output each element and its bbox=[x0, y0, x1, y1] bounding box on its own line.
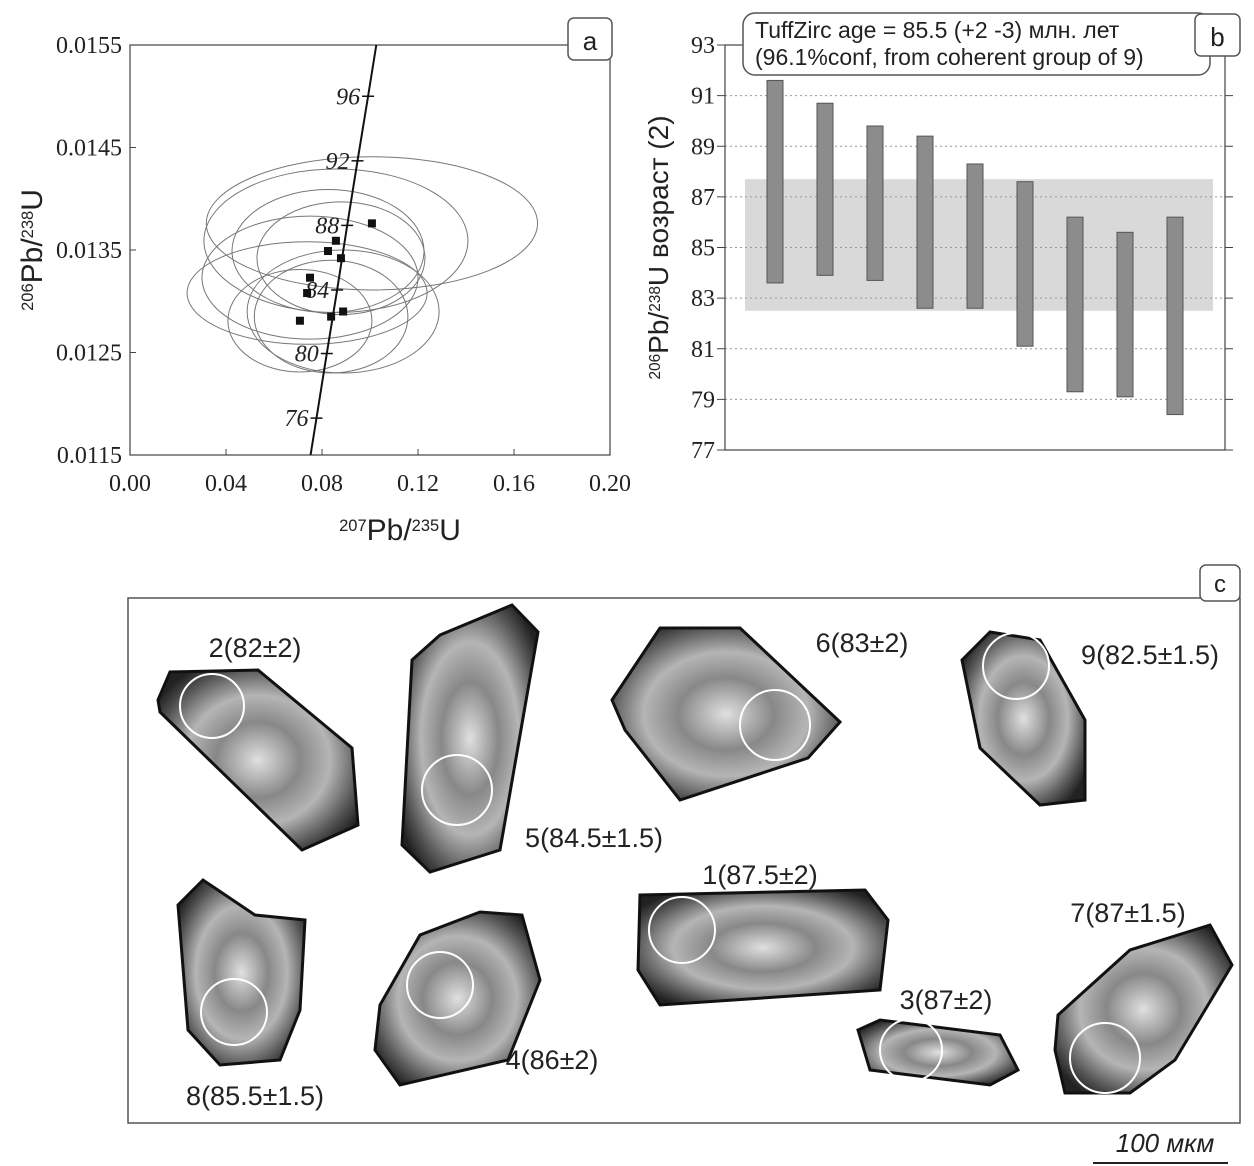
label-part: U возраст (2) bbox=[643, 115, 674, 286]
grain-label: 2(82±2) bbox=[209, 633, 302, 663]
data-point bbox=[337, 254, 345, 262]
y-tick-label: 0.0145 bbox=[56, 136, 122, 162]
label-superscript: 235 bbox=[412, 517, 440, 535]
grain-label: 3(87±2) bbox=[900, 985, 993, 1015]
range-bar bbox=[1167, 217, 1183, 414]
page: {"chart_data": [ {"type": "concordia", "… bbox=[0, 0, 1254, 1166]
grain bbox=[962, 632, 1085, 805]
panel-c: c 2(82±2) 5(84.5±1.5) 6(83±2) 9(82.5±1.5… bbox=[128, 565, 1240, 1163]
data-point bbox=[327, 313, 335, 321]
grain bbox=[858, 1020, 1018, 1085]
x-tick-label: 0.04 bbox=[205, 471, 247, 497]
x-tick-label: 0.12 bbox=[397, 471, 439, 497]
grain-label: 5(84.5±1.5) bbox=[525, 823, 663, 853]
y-tick-label: 93 bbox=[691, 33, 715, 59]
grain-label: 9(82.5±1.5) bbox=[1081, 640, 1219, 670]
x-tick-label: 0.16 bbox=[493, 471, 535, 497]
y-tick-label: 81 bbox=[691, 337, 715, 363]
concordia-extension bbox=[311, 418, 317, 455]
x-tick-label: 0.08 bbox=[301, 471, 343, 497]
age-label: 76 bbox=[284, 406, 308, 432]
label-part: Pb/ bbox=[367, 514, 413, 547]
label-part: U bbox=[16, 189, 49, 211]
age-label: 80 bbox=[295, 342, 319, 368]
axis-label: 206Pb/238U bbox=[16, 189, 49, 311]
range-bar bbox=[1117, 232, 1133, 397]
grain bbox=[1055, 925, 1232, 1093]
y-tick-label: 77 bbox=[691, 438, 715, 464]
y-tick-label: 0.0115 bbox=[57, 443, 122, 469]
axis-label: 207Pb/235U bbox=[339, 514, 461, 547]
range-bar bbox=[867, 126, 883, 280]
label-superscript: 238 bbox=[19, 211, 37, 239]
grain-label: 4(86±2) bbox=[506, 1045, 599, 1075]
label-part: U bbox=[439, 514, 461, 547]
label-part: Pb/ bbox=[643, 312, 674, 354]
label-part: Pb/ bbox=[16, 238, 49, 284]
age-label: 96 bbox=[336, 84, 360, 110]
y-tick-label: 0.0125 bbox=[56, 341, 122, 367]
x-tick-label: 0.20 bbox=[589, 471, 631, 497]
range-bar bbox=[817, 103, 833, 275]
panel-label: a bbox=[583, 26, 598, 56]
panel-label: b bbox=[1210, 22, 1224, 52]
grain-label: 1(87.5±2) bbox=[702, 860, 817, 890]
grain-label: 8(85.5±1.5) bbox=[186, 1081, 324, 1111]
panel-label: c bbox=[1214, 571, 1226, 598]
label-superscript: 206 bbox=[19, 283, 37, 311]
annotation: (96.1%conf, from coherent group of 9) bbox=[755, 44, 1144, 70]
y-tick-label: 89 bbox=[691, 134, 715, 160]
data-point bbox=[296, 317, 304, 325]
data-point bbox=[303, 289, 311, 297]
y-tick-label: 79 bbox=[691, 387, 715, 413]
grains bbox=[158, 605, 1232, 1093]
scale-bar-label: 100 мкм bbox=[1116, 1128, 1215, 1158]
y-tick-label: 91 bbox=[691, 84, 715, 110]
y-tick-label: 85 bbox=[691, 236, 715, 262]
y-tick-label: 0.0155 bbox=[56, 33, 122, 59]
grain-label: 6(83±2) bbox=[816, 628, 909, 658]
concordia-extension bbox=[368, 45, 376, 96]
data-point bbox=[324, 247, 332, 255]
range-bar bbox=[1067, 217, 1083, 392]
grain bbox=[158, 670, 358, 850]
grain-label: 7(87±1.5) bbox=[1070, 898, 1185, 928]
label-superscript: 207 bbox=[339, 517, 367, 535]
data-point bbox=[306, 274, 314, 282]
x-tick-label: 0.00 bbox=[109, 471, 151, 497]
range-bar bbox=[967, 164, 983, 308]
label-superscript: 238 bbox=[647, 286, 664, 312]
grain bbox=[638, 890, 888, 1005]
age-label: 92 bbox=[326, 149, 350, 175]
grain bbox=[402, 605, 538, 872]
grain bbox=[612, 628, 840, 800]
plot-frame bbox=[130, 45, 610, 455]
data-point bbox=[332, 237, 340, 245]
y-tick-label: 0.0135 bbox=[56, 238, 122, 264]
range-bar bbox=[917, 136, 933, 308]
label-superscript: 206 bbox=[647, 354, 664, 380]
age-label: 88 bbox=[315, 213, 339, 239]
figure: c 2(82±2) 5(84.5±1.5) 6(83±2) 9(82.5±1.5… bbox=[0, 0, 1254, 1166]
grain bbox=[178, 880, 305, 1065]
y-tick-label: 87 bbox=[691, 185, 715, 211]
data-point bbox=[368, 219, 376, 227]
range-bar bbox=[767, 80, 783, 283]
axis-label: 206Pb/238U возраст (2) bbox=[643, 115, 674, 379]
range-bar bbox=[1017, 182, 1033, 347]
data-point bbox=[339, 308, 347, 316]
annotation: TuffZirc age = 85.5 (+2 -3) млн. лет bbox=[755, 17, 1120, 43]
y-tick-label: 83 bbox=[691, 286, 715, 312]
